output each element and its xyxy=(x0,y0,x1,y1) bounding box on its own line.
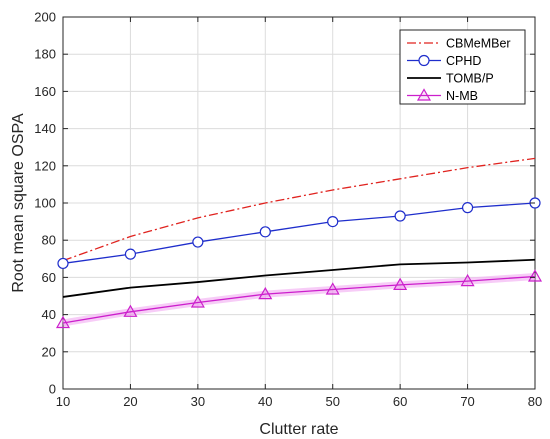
x-tick-label: 10 xyxy=(56,394,70,409)
series-cphd-point xyxy=(394,210,406,222)
series-cphd-line xyxy=(62,202,536,265)
legend: CBMeMBer CPHD TOMB/P N-MB xyxy=(399,29,526,105)
x-axis-title: Clutter rate xyxy=(259,421,338,438)
y-tick-label: 80 xyxy=(42,233,56,248)
series-cbmember xyxy=(62,157,536,262)
y-tick-label: 20 xyxy=(42,344,56,359)
series-tomb-p xyxy=(62,258,536,298)
x-tick-label: 70 xyxy=(460,394,474,409)
x-tick-label: 50 xyxy=(325,394,339,409)
legend-label-cphd: CPHD xyxy=(446,54,481,68)
series-cphd-point xyxy=(327,216,339,228)
x-tick-label: 20 xyxy=(123,394,137,409)
series-cphd-point xyxy=(192,236,204,248)
legend-item-n-mb: N-MB xyxy=(407,88,478,103)
y-tick-label: 180 xyxy=(34,47,56,62)
y-tick-label: 140 xyxy=(34,121,56,136)
y-tick-label: 0 xyxy=(49,382,56,397)
series-cphd-point xyxy=(124,248,137,260)
x-tick-label: 40 xyxy=(258,394,272,409)
y-tick-label: 40 xyxy=(42,307,56,322)
legend-box xyxy=(399,29,526,105)
y-tick-label: 120 xyxy=(34,158,56,173)
series-layer xyxy=(55,157,543,329)
legend-label-cbmember: CBMeMBer xyxy=(446,37,511,51)
series-cphd-point xyxy=(461,202,474,214)
series-tomb-p-line xyxy=(62,258,536,298)
series-n-mb-point xyxy=(393,277,408,290)
x-tick-label: 80 xyxy=(528,394,542,409)
series-cbmember-line xyxy=(62,157,536,262)
series-cphd xyxy=(57,197,541,270)
series-n-mb-point xyxy=(325,282,340,295)
y-axis-ticks: 0 20 40 60 80 100 120 140 160 180 200 xyxy=(34,10,535,397)
series-n-mb-line xyxy=(62,275,536,324)
x-tick-label: 60 xyxy=(393,394,407,409)
series-n-mb-point xyxy=(258,286,273,300)
y-tick-label: 60 xyxy=(42,270,56,285)
legend-item-cbmember: CBMeMBer xyxy=(407,37,511,51)
series-n-mb-point xyxy=(123,304,138,317)
legend-item-cphd: CPHD xyxy=(407,54,481,68)
series-n-mb-point xyxy=(460,273,475,287)
series-cphd-point xyxy=(57,257,69,270)
y-tick-label: 200 xyxy=(34,10,56,25)
series-n-mb-point xyxy=(55,315,71,329)
y-tick-label: 100 xyxy=(34,196,56,211)
legend-item-tomb-p: TOMB/P xyxy=(407,72,494,86)
legend-label-tomb-p: TOMB/P xyxy=(446,72,494,86)
legend-marker-n-mb xyxy=(416,88,432,101)
legend-marker-cphd xyxy=(418,54,430,67)
y-tick-label: 160 xyxy=(34,84,56,99)
series-n-mb xyxy=(55,269,543,329)
x-axis-ticks: 10 20 30 40 50 60 70 80 xyxy=(56,17,542,409)
legend-label-n-mb: N-MB xyxy=(446,89,478,103)
y-axis-title: Root mean square OSPA xyxy=(10,113,27,293)
series-n-mb-point xyxy=(190,295,205,308)
series-cphd-point xyxy=(259,226,271,238)
series-n-mb-point xyxy=(527,269,543,282)
x-tick-label: 30 xyxy=(191,394,205,409)
